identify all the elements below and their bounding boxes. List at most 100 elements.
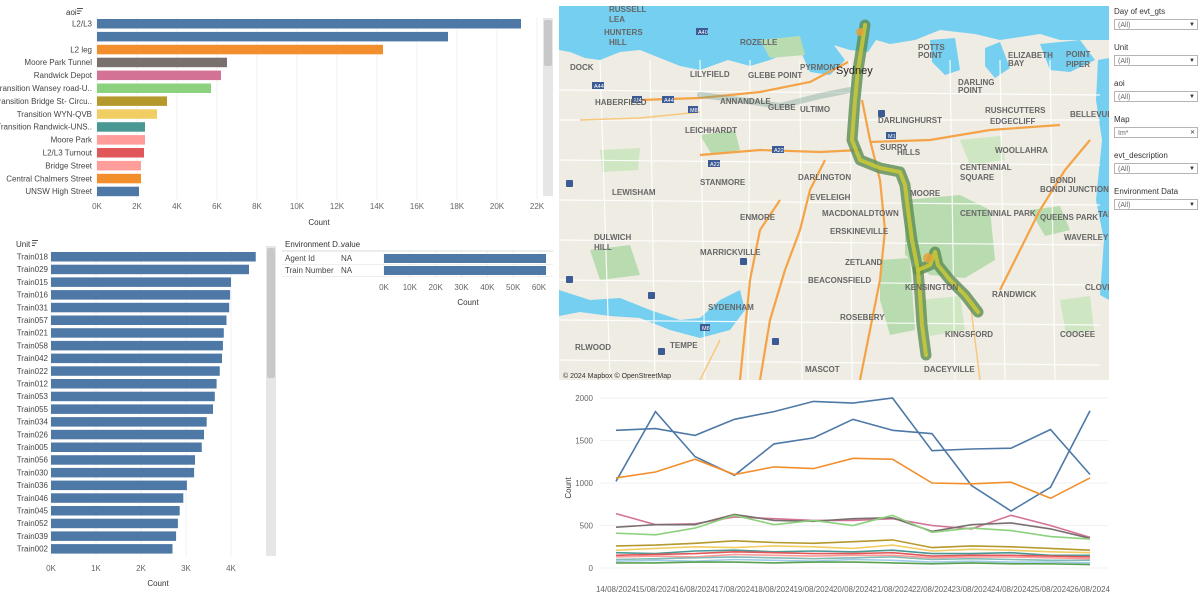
unit-bar[interactable] (51, 353, 222, 364)
unit-row-label[interactable]: Train034 (17, 418, 49, 427)
line-series[interactable] (615, 553, 1091, 560)
aoi-bar[interactable] (97, 31, 448, 42)
unit-row-label[interactable]: Train053 (17, 392, 49, 401)
unit-bar[interactable] (51, 264, 249, 275)
chevron-down-icon[interactable]: ▼ (1189, 202, 1195, 208)
chevron-down-icon[interactable]: ▼ (1189, 58, 1195, 64)
chevron-down-icon[interactable]: ▼ (1189, 22, 1195, 28)
line-series[interactable] (615, 410, 1091, 512)
line-series[interactable] (615, 457, 1091, 500)
unit-bar[interactable] (51, 493, 184, 503)
env-col-header[interactable]: Environment D.. (285, 240, 342, 249)
unit-bar[interactable] (51, 328, 224, 338)
aoi-row-label[interactable]: L2/L3 (72, 20, 93, 29)
filter-dropdown[interactable]: (All) ▼ (1114, 19, 1198, 30)
unit-row-label[interactable]: Train056 (17, 456, 49, 465)
unit-scrollbar[interactable] (266, 246, 276, 556)
line-series[interactable] (615, 512, 1091, 539)
aoi-row-label[interactable]: Transition Bridge St- Circu.. (0, 97, 92, 106)
aoi-bar[interactable] (97, 173, 141, 184)
aoi-bar[interactable] (97, 135, 145, 145)
env-row-label[interactable]: Agent Id (285, 254, 315, 263)
unit-row-label[interactable]: Train021 (17, 329, 49, 338)
aoi-row-label[interactable]: Moore Park Tunnel (24, 58, 92, 67)
unit-bar[interactable] (51, 315, 227, 326)
aoi-header[interactable]: aoi (66, 8, 77, 17)
env-value-header[interactable]: value (341, 240, 361, 249)
sydney-map[interactable]: A40 A44 M4 A44 M8 A22 A22 M1 M8 RUSSELLL… (559, 6, 1109, 380)
aoi-row-label[interactable]: L2 leg (70, 45, 92, 54)
chevron-down-icon[interactable]: ▼ (1189, 166, 1195, 172)
unit-bar[interactable] (51, 455, 195, 465)
unit-bar[interactable] (51, 544, 173, 554)
aoi-bar[interactable] (97, 44, 383, 55)
unit-row-label[interactable]: Train015 (17, 278, 49, 287)
aoi-bar[interactable] (97, 70, 221, 81)
unit-bar[interactable] (51, 379, 217, 389)
unit-bar[interactable] (51, 417, 207, 427)
filter-dropdown[interactable]: (All) ▼ (1114, 199, 1198, 210)
unit-row-label[interactable]: Train022 (17, 367, 49, 376)
unit-row-label[interactable]: Train030 (17, 468, 49, 477)
aoi-row-label[interactable]: Randwick Depot (34, 71, 93, 80)
unit-row-label[interactable]: Train055 (17, 405, 49, 414)
unit-row-label[interactable]: Train058 (17, 341, 49, 350)
line-series[interactable] (615, 539, 1091, 551)
aoi-row-label[interactable]: Transition WYN-QVB (17, 110, 92, 119)
aoi-row-label[interactable]: Moore Park (51, 136, 93, 145)
filter-dropdown[interactable]: (All) ▼ (1114, 55, 1198, 66)
line-series[interactable] (615, 558, 1091, 564)
aoi-bar[interactable] (97, 57, 227, 68)
aoi-bar[interactable] (97, 19, 521, 29)
aoi-bar[interactable] (97, 83, 211, 94)
unit-row-label[interactable]: Train042 (17, 354, 49, 363)
line-series[interactable] (615, 544, 1091, 554)
line-series[interactable] (615, 549, 1090, 557)
unit-row-label[interactable]: Train002 (17, 545, 49, 554)
unit-bar[interactable] (51, 442, 202, 453)
unit-bar[interactable] (51, 429, 204, 440)
env-bar[interactable] (384, 254, 546, 263)
unit-scrollbar-thumb[interactable] (267, 248, 275, 378)
aoi-scrollbar-thumb[interactable] (544, 20, 552, 66)
filter-dropdown[interactable]: (All) ▼ (1114, 91, 1198, 102)
unit-bar[interactable] (51, 366, 220, 376)
unit-bar[interactable] (51, 506, 180, 516)
unit-row-label[interactable]: Train036 (17, 481, 49, 490)
unit-bar[interactable] (51, 340, 223, 351)
unit-row-label[interactable]: Train029 (17, 265, 49, 274)
unit-bar[interactable] (51, 290, 231, 300)
unit-row-label[interactable]: Train046 (17, 494, 49, 503)
aoi-row-label[interactable]: Transition Wansey road-U.. (0, 84, 92, 93)
filter-dropdown[interactable]: Im* ✕ (1114, 127, 1198, 138)
unit-row-label[interactable]: Train052 (17, 519, 49, 528)
aoi-bar[interactable] (97, 160, 141, 171)
line-series[interactable] (615, 514, 1091, 540)
line-series[interactable] (615, 550, 1091, 558)
unit-row-label[interactable]: Train005 (17, 443, 49, 452)
env-bar[interactable] (384, 266, 546, 275)
chevron-down-icon[interactable]: ▼ (1189, 94, 1195, 100)
unit-header[interactable]: Unit (16, 240, 31, 249)
env-row-label[interactable]: Train Number (285, 266, 334, 275)
line-series[interactable] (616, 561, 1091, 566)
unit-row-label[interactable]: Train031 (17, 303, 49, 312)
aoi-row-label[interactable]: Bridge Street (45, 161, 92, 170)
line-series[interactable] (615, 513, 1091, 540)
unit-bar[interactable] (51, 531, 177, 541)
line-series[interactable] (615, 397, 1091, 476)
aoi-row-label[interactable]: UNSW High Street (25, 187, 92, 196)
unit-bar[interactable] (51, 277, 231, 287)
unit-bar[interactable] (51, 302, 230, 313)
unit-bar[interactable] (51, 404, 213, 414)
map-panel[interactable]: A40 A44 M4 A44 M8 A22 A22 M1 M8 RUSSELL L… (559, 6, 1109, 380)
line-series[interactable] (615, 556, 1090, 562)
aoi-bar[interactable] (97, 148, 144, 158)
aoi-bar[interactable] (97, 96, 167, 106)
unit-row-label[interactable]: Train026 (17, 430, 49, 439)
unit-row-label[interactable]: Train057 (17, 316, 49, 325)
sort-icon[interactable] (77, 8, 83, 14)
unit-bar[interactable] (51, 391, 215, 402)
unit-bar[interactable] (51, 252, 256, 262)
aoi-bar[interactable] (97, 186, 139, 197)
